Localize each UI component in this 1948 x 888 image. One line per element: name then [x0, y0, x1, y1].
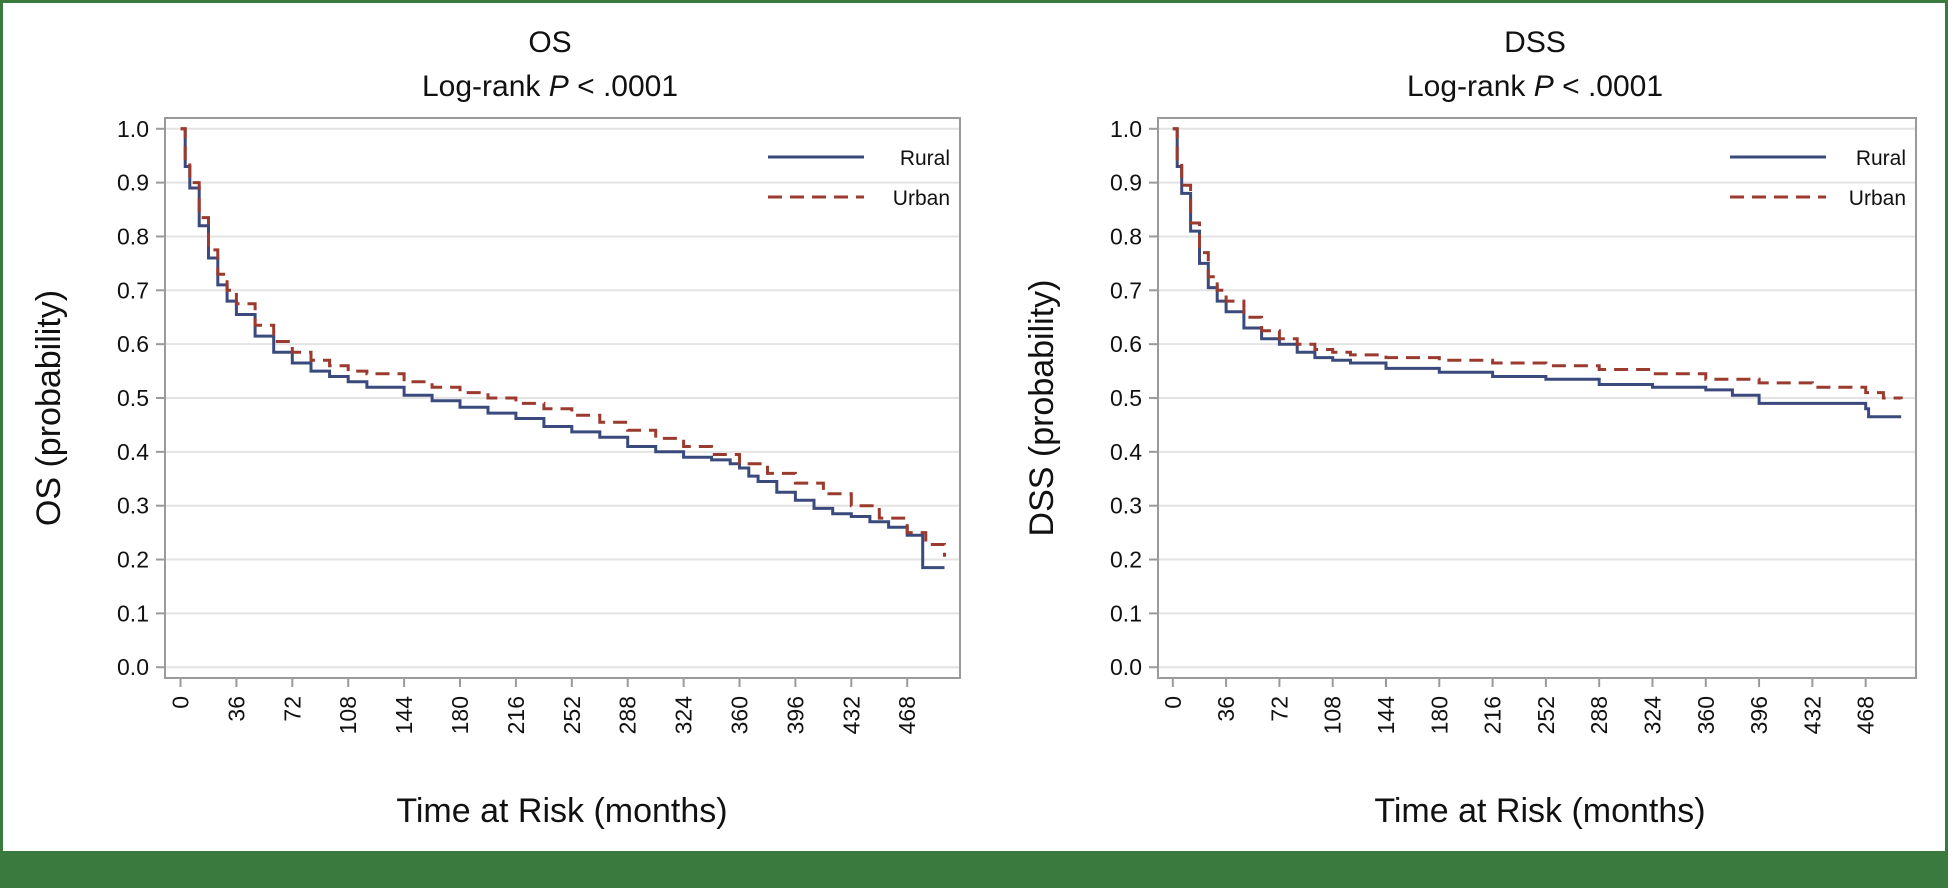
dss-y-tick-label: 0.9: [1110, 170, 1142, 196]
os-x-axis: 0 36 72 108 144 180 216 252 288 324 360 396 432 468: [168, 678, 920, 735]
dss-x-tick-label: 288: [1586, 696, 1612, 734]
dss-y-tick-label: 0.3: [1110, 493, 1142, 519]
os-series-urban-line: [180, 127, 946, 557]
os-x-tick-label: 396: [782, 696, 808, 734]
dss-chart-subtitle: Log-rank P < .0001: [1407, 70, 1663, 103]
os-gridlines: [165, 127, 960, 669]
os-series-rural-line: [180, 127, 945, 570]
dss-x-tick-label: 180: [1426, 696, 1452, 734]
os-x-tick-label: 72: [279, 696, 305, 722]
dss-legend-rural-label: Rural: [1856, 147, 1906, 170]
dss-x-tick-label: 360: [1693, 696, 1719, 734]
dss-series-rural-line: [1172, 127, 1902, 419]
os-y-tick-label: 0.8: [117, 223, 149, 249]
dss-y-tick-label: 0.1: [1110, 600, 1142, 626]
os-x-tick-label: 288: [615, 696, 641, 734]
os-y-tick-label: 0.6: [117, 331, 149, 357]
os-chart-title: OS: [528, 26, 571, 59]
dss-gridlines: [1158, 127, 1916, 669]
dss-x-tick-label: 252: [1533, 696, 1559, 734]
os-legend: Rural Urban: [768, 147, 950, 210]
dss-x-tick-label: 144: [1373, 696, 1399, 735]
dss-y-tick-label: 0.2: [1110, 547, 1142, 573]
os-x-tick-label: 360: [727, 696, 753, 734]
os-legend-urban-label: Urban: [893, 187, 950, 210]
dss-y-tick-label: 0.4: [1110, 439, 1142, 465]
os-y-tick-label: 0.2: [117, 547, 149, 573]
figure-frame: [3, 3, 1945, 851]
dss-x-tick-label: 36: [1213, 696, 1239, 722]
os-y-tick-label: 0.0: [117, 654, 149, 680]
dss-y-tick-label: 0.7: [1110, 277, 1142, 303]
dss-x-tick-label: 72: [1266, 696, 1292, 722]
os-y-tick-label: 0.9: [117, 170, 149, 196]
os-x-tick-label: 36: [223, 696, 249, 722]
dss-chart-title: DSS: [1504, 26, 1566, 59]
os-chart-subtitle: Log-rank P < .0001: [422, 70, 678, 103]
os-x-tick-label: 252: [559, 696, 585, 734]
dss-y-tick-label: 0.0: [1110, 654, 1142, 680]
os-y-tick-label: 0.7: [117, 277, 149, 303]
dss-x-axis: 0 36 72 108 144 180 216 252 288 324 360 396 432 468: [1160, 678, 1879, 734]
dss-y-axis-label: DSS (probability): [1023, 280, 1061, 537]
bottom-band: [0, 851, 1948, 888]
os-y-tick-label: 0.3: [117, 493, 149, 519]
dss-x-tick-label: 432: [1799, 696, 1825, 734]
os-x-axis-label: Time at Risk (months): [396, 792, 727, 830]
os-x-tick-label: 432: [838, 696, 864, 734]
os-y-axis: 0.0 0.1 0.2 0.3 0.4 0.5 0.6 0.7 0.8 0.9 1.0: [117, 116, 165, 680]
os-x-tick-label: 468: [894, 696, 920, 734]
os-x-tick-label: 216: [503, 696, 529, 734]
dss-y-tick-label: 0.8: [1110, 223, 1142, 249]
os-panel: OS Log-rank P < .0001 0.0 0.1 0.2 0.3 0.4 0.5…: [30, 26, 961, 830]
os-x-tick-label: 324: [671, 696, 697, 735]
os-legend-rural-label: Rural: [900, 147, 950, 170]
os-x-tick-label: 108: [335, 696, 361, 734]
dss-x-tick-label: 216: [1480, 696, 1506, 734]
os-y-tick-label: 0.1: [117, 600, 149, 626]
dss-x-tick-label: 324: [1639, 696, 1665, 735]
dss-legend: Rural Urban: [1730, 147, 1906, 210]
os-x-tick-label: 180: [447, 696, 473, 734]
dss-y-tick-label: 0.6: [1110, 331, 1142, 357]
dss-legend-urban-label: Urban: [1849, 187, 1906, 210]
os-y-tick-label: 1.0: [117, 116, 149, 142]
dss-series-urban-line: [1172, 127, 1903, 400]
dss-panel: DSS Log-rank P < .0001 0.00.10.20.30.40.…: [1023, 26, 1917, 830]
dss-x-tick-label: 108: [1320, 696, 1346, 734]
dss-x-tick-label: 468: [1853, 696, 1879, 734]
os-y-tick-label: 0.4: [117, 439, 149, 465]
os-y-tick-label: 0.5: [117, 385, 149, 411]
dss-y-axis: 0.0 0.1 0.2 0.3 0.4 0.5 0.6 0.7 0.8 0.9 1.0: [1110, 116, 1158, 680]
dss-x-tick-label: 0: [1160, 696, 1186, 709]
os-x-tick-label: 0: [168, 696, 194, 709]
dss-y-tick-label: 1.0: [1110, 116, 1142, 142]
dss-x-axis-label: Time at Risk (months): [1374, 792, 1705, 830]
os-y-axis-label: OS (probability): [30, 290, 68, 526]
dss-y-tick-label: 0.5: [1110, 385, 1142, 411]
dss-x-tick-label: 396: [1746, 696, 1772, 734]
os-x-tick-label: 144: [391, 696, 417, 735]
